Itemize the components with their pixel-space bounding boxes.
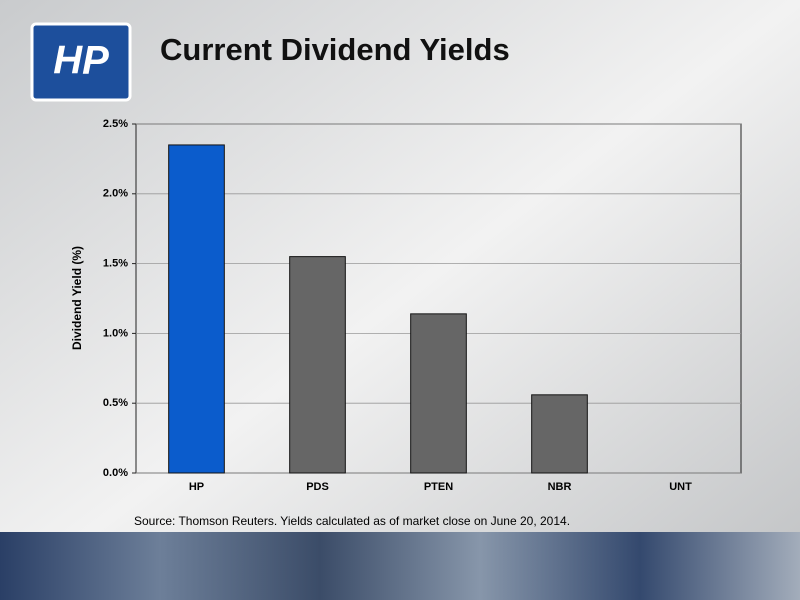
source-note: Source: Thomson Reuters. Yields calculat… xyxy=(134,514,570,528)
y-tick-label: 2.0% xyxy=(103,188,128,200)
y-tick-label: 2.5% xyxy=(103,118,128,130)
y-tick-label: 1.5% xyxy=(103,258,128,270)
x-tick-label: PTEN xyxy=(424,481,453,493)
bar xyxy=(531,394,588,474)
bar xyxy=(168,144,225,474)
y-tick-label: 0.0% xyxy=(103,467,128,479)
y-tick-label: 0.5% xyxy=(103,397,128,409)
bar xyxy=(289,256,346,474)
x-tick-label: PDS xyxy=(306,481,329,493)
y-tick-label: 1.0% xyxy=(103,327,128,339)
bar xyxy=(410,313,467,474)
logo-text: HP xyxy=(53,39,109,83)
chart-title: Current Dividend Yields xyxy=(160,32,510,67)
x-tick-label: NBR xyxy=(548,481,572,493)
x-tick-label: HP xyxy=(189,481,204,493)
photo-strip xyxy=(0,532,800,600)
logo xyxy=(30,22,132,102)
y-axis-label: Dividend Yield (%) xyxy=(70,246,84,350)
x-tick-label: UNT xyxy=(669,481,692,493)
